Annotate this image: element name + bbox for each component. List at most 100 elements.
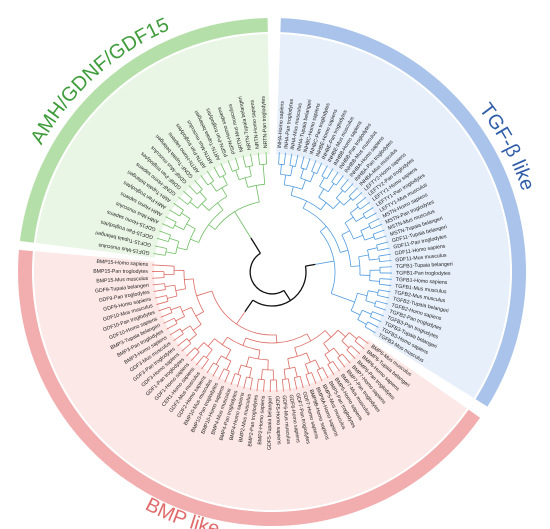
tree-branch	[321, 165, 328, 177]
bmp-like-background	[33, 251, 467, 511]
tree-branch	[379, 283, 392, 286]
tree-branch	[374, 235, 387, 240]
leaf-label: BMP15-Pan troglodytes	[93, 269, 148, 275]
tree-branch	[294, 347, 298, 357]
tree-branch	[332, 201, 341, 209]
tree-branch	[311, 160, 317, 172]
tree-branch-arc	[327, 360, 334, 365]
tree-branch-arc	[369, 311, 373, 317]
tree-branch	[324, 330, 332, 338]
tree-branch	[372, 311, 384, 317]
tree-branch	[304, 364, 310, 374]
tree-branch	[195, 355, 205, 366]
tree-branch-arc	[362, 213, 367, 220]
tree-branch	[212, 365, 220, 377]
tree-branch	[327, 183, 335, 192]
tree-branch	[306, 352, 311, 363]
tree-branch	[309, 172, 315, 182]
tree-branch	[226, 360, 232, 371]
tree-branch	[354, 340, 365, 350]
tree-branch	[245, 356, 250, 367]
tree-branch	[370, 316, 382, 323]
tree-branch-arc	[323, 329, 339, 344]
tree-branch	[319, 177, 325, 187]
tree-branch	[377, 247, 390, 251]
tree-branch	[356, 196, 367, 206]
tree-branch	[189, 201, 198, 209]
tree-branch-arc	[169, 306, 173, 313]
tree-branch	[337, 329, 346, 338]
tree-branch	[195, 311, 204, 317]
amh-gdnf-gdf15-ring	[19, 18, 268, 243]
tree-branch-arc	[216, 184, 228, 192]
tree-branch	[190, 238, 199, 243]
tree-branch	[294, 367, 298, 378]
tree-branch	[249, 367, 252, 378]
tree-branch	[376, 241, 389, 246]
tree-branch	[359, 201, 370, 210]
backbone-root-arc	[249, 252, 285, 295]
tree-branch-arc	[219, 173, 227, 178]
tree-branch-arc	[367, 249, 370, 261]
tree-branch	[365, 212, 377, 220]
tree-branch	[163, 317, 175, 324]
tree-branch	[242, 155, 247, 168]
tree-branch	[369, 258, 380, 261]
tree-branch	[234, 157, 240, 170]
tree-branch	[183, 190, 193, 200]
tree-branch	[255, 185, 260, 203]
tree-branch	[201, 203, 210, 211]
tree-branch	[260, 369, 263, 380]
tree-branch	[290, 165, 294, 176]
tree-branch	[368, 218, 380, 225]
tree-branch	[340, 179, 349, 189]
tree-branch	[153, 253, 166, 256]
tree-branch	[152, 277, 165, 279]
tree-branch	[294, 154, 299, 167]
tree-branch	[315, 359, 321, 370]
tree-branch	[208, 224, 216, 230]
tree-branch	[370, 223, 383, 230]
tree-branch	[340, 249, 349, 253]
tree-branch-arc	[378, 255, 380, 262]
tree-branch	[201, 359, 209, 370]
tree-branch	[283, 152, 286, 165]
tree-branch	[341, 230, 350, 236]
tree-branch	[186, 347, 196, 357]
tree-branch-arc	[357, 310, 363, 320]
tree-branch	[181, 325, 191, 332]
backbone-branch	[283, 290, 291, 301]
tree-branch-arc	[175, 241, 180, 254]
tree-branch	[374, 305, 386, 311]
amh-gdnf-gdf15-background	[35, 34, 270, 258]
tree-branch	[350, 345, 361, 355]
tree-branch	[348, 332, 358, 340]
tree-branch	[206, 170, 215, 182]
tree-branch	[227, 160, 233, 172]
tree-branch	[186, 223, 196, 230]
tree-branch	[289, 153, 293, 166]
tree-branch	[165, 216, 177, 223]
tree-branch	[221, 187, 228, 197]
tree-branch	[256, 379, 259, 392]
tree-branch	[192, 324, 202, 331]
tree-branch	[199, 191, 207, 200]
backbone-branch	[244, 299, 254, 313]
tree-branch	[379, 266, 392, 268]
tree-branch-arc	[376, 244, 379, 251]
tree-branch	[364, 236, 375, 241]
tree-branch	[166, 323, 178, 330]
tree-branch	[293, 377, 298, 390]
tree-branch	[275, 334, 278, 343]
tree-branch	[290, 186, 294, 196]
tree-branch	[173, 333, 184, 341]
tree-branch	[358, 254, 369, 258]
tree-branch	[206, 362, 214, 374]
tree-branch	[207, 338, 215, 347]
tree-branch	[344, 183, 354, 193]
tree-branch	[323, 343, 330, 352]
tree-branch-arc	[324, 347, 334, 355]
tgf-like-ring	[280, 18, 526, 407]
tree-branch	[215, 355, 222, 365]
tree-branch	[263, 379, 265, 392]
